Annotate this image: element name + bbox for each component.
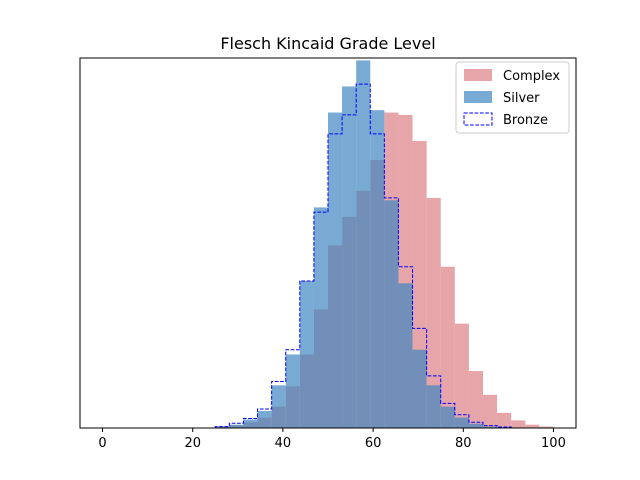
bar-silver	[440, 406, 455, 428]
bar-silver	[313, 207, 328, 428]
series-bronze	[214, 83, 512, 428]
bar-complex	[454, 323, 469, 428]
bar-complex	[440, 266, 455, 428]
bar-complex	[497, 412, 512, 428]
bar-silver	[285, 354, 300, 428]
x-tick-label: 40	[275, 436, 292, 451]
legend-label-silver: Silver	[503, 91, 540, 106]
bar-silver	[257, 410, 272, 428]
bar-complex	[483, 394, 498, 428]
bar-silver	[384, 200, 399, 428]
bar-silver	[328, 112, 343, 429]
bar-silver	[370, 110, 385, 428]
x-tick-label: 80	[455, 436, 472, 451]
x-tick-label: 60	[365, 436, 382, 451]
legend-swatch-silver	[464, 91, 492, 103]
bars-layer	[214, 60, 554, 429]
bar-silver	[398, 283, 413, 428]
legend-label-bronze: Bronze	[503, 113, 548, 128]
bar-silver	[229, 424, 244, 428]
bar-silver	[356, 60, 371, 428]
bar-complex	[539, 426, 554, 428]
series-silver	[215, 60, 498, 429]
bar-complex	[525, 424, 540, 428]
bar-complex	[426, 197, 441, 428]
legend-swatch-complex	[464, 69, 492, 81]
x-tick-label: 20	[184, 436, 201, 451]
bar-silver	[299, 280, 314, 428]
bar-silver	[215, 426, 230, 428]
bar-complex	[511, 420, 526, 428]
bar-silver	[426, 385, 441, 428]
chart-title: Flesch Kincaid Grade Level	[220, 34, 435, 53]
bar-silver	[342, 86, 357, 428]
bar-silver	[243, 419, 258, 428]
step-line-bronze	[214, 83, 512, 428]
x-tick-label: 100	[541, 436, 566, 451]
bar-silver	[483, 426, 498, 428]
bar-silver	[271, 385, 286, 428]
plot-frame	[79, 57, 577, 429]
x-axis: 0 20 40 60 80 100	[98, 428, 566, 451]
bar-silver	[454, 417, 469, 428]
legend: Complex Silver Bronze	[455, 61, 570, 134]
bar-silver	[412, 349, 427, 428]
x-tick-label: 0	[98, 436, 106, 451]
bar-silver	[468, 423, 483, 428]
legend-label-complex: Complex	[503, 69, 560, 84]
legend-swatch-bronze	[463, 112, 493, 126]
bar-complex	[468, 371, 483, 428]
